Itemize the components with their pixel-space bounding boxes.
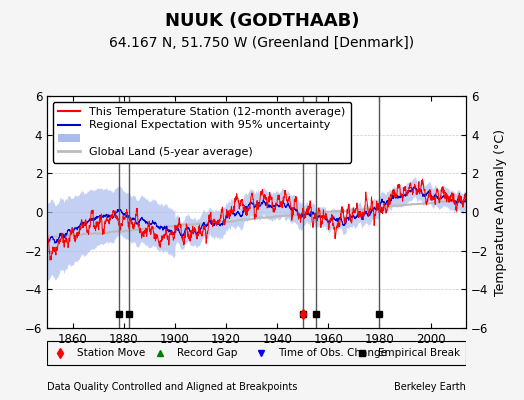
Text: Empirical Break: Empirical Break	[378, 348, 461, 358]
Legend: This Temperature Station (12-month average), Regional Expectation with 95% uncer: This Temperature Station (12-month avera…	[53, 102, 351, 163]
Text: 64.167 N, 51.750 W (Greenland [Denmark]): 64.167 N, 51.750 W (Greenland [Denmark])	[110, 36, 414, 50]
Text: Time of Obs. Change: Time of Obs. Change	[278, 348, 387, 358]
Text: Berkeley Earth: Berkeley Earth	[395, 382, 466, 392]
Text: Station Move: Station Move	[77, 348, 145, 358]
Y-axis label: Temperature Anomaly (°C): Temperature Anomaly (°C)	[494, 128, 507, 296]
Text: Data Quality Controlled and Aligned at Breakpoints: Data Quality Controlled and Aligned at B…	[47, 382, 298, 392]
Text: Record Gap: Record Gap	[177, 348, 237, 358]
Text: NUUK (GODTHAAB): NUUK (GODTHAAB)	[165, 12, 359, 30]
